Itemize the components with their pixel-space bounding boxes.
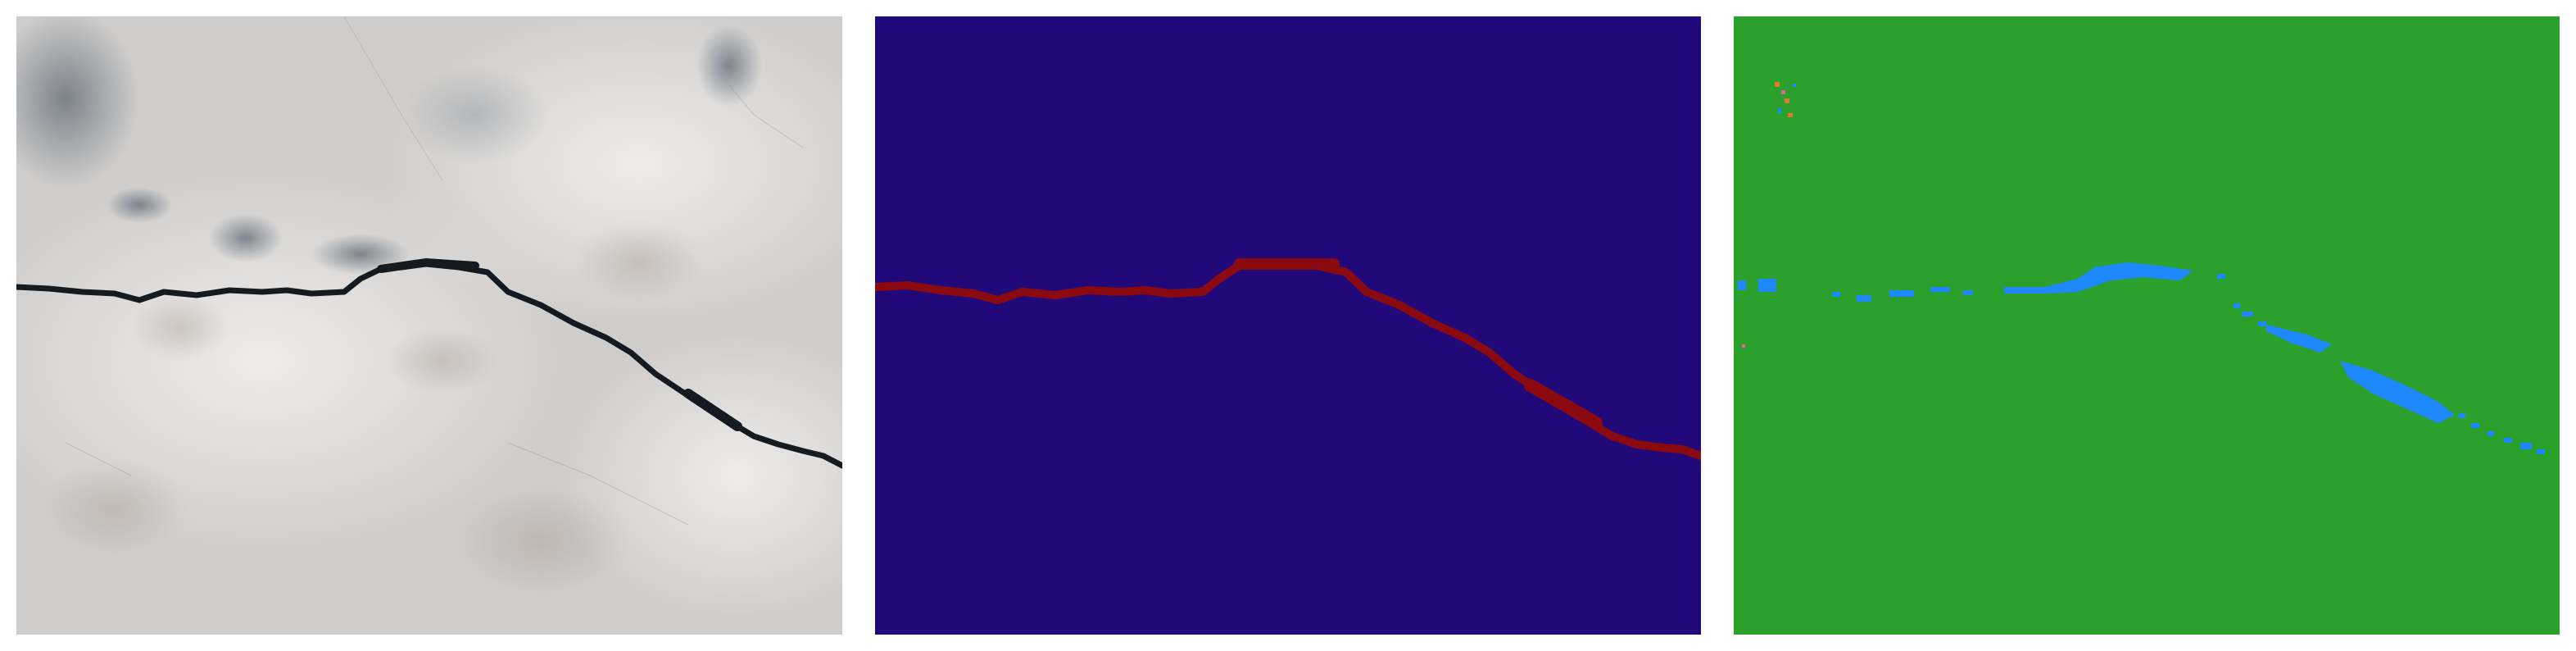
prediction-mask (1734, 16, 2560, 635)
prediction-mask-panel (1734, 16, 2560, 635)
prediction-background (1734, 16, 2560, 635)
hairline-cracks (65, 16, 804, 526)
prediction-noise (1742, 82, 1796, 348)
concrete-photo-panel (16, 16, 842, 635)
concrete-photo (16, 16, 842, 635)
prediction-crack (1738, 262, 2545, 454)
ground-truth-mask (875, 16, 1701, 635)
ground-truth-mask-panel (875, 16, 1701, 635)
mask-background (875, 16, 1701, 635)
